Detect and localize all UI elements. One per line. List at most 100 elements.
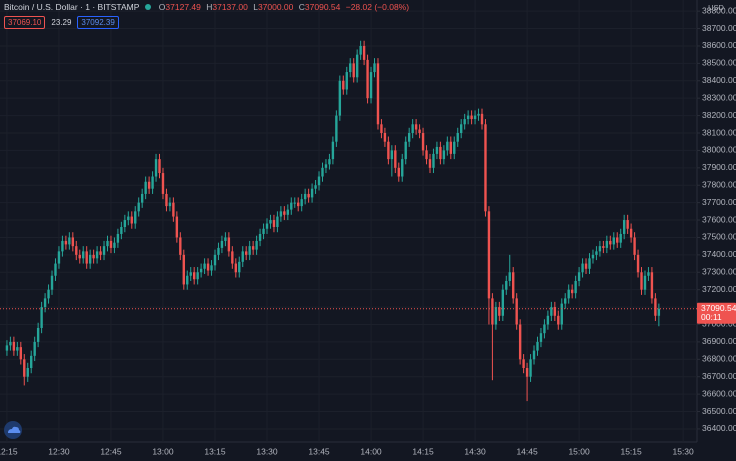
candle-body (61, 240, 64, 252)
candle-body (602, 246, 605, 248)
candle-body (137, 202, 140, 212)
candle-body (68, 237, 71, 245)
candle-body (310, 188, 314, 198)
candle-body (598, 246, 602, 252)
candle-body (376, 63, 380, 125)
candle-body (165, 193, 168, 207)
y-tick-label: 37300.00 (702, 267, 736, 277)
x-tick-label: 15:15 (620, 446, 642, 456)
last-price-label: 37090.54 (701, 303, 736, 313)
candle-body (529, 359, 532, 377)
candle-body (234, 263, 238, 273)
candle-body (456, 133, 459, 142)
candle-body (505, 280, 508, 290)
candle-body (134, 211, 137, 224)
candle-body (550, 307, 553, 316)
y-tick-label: 36400.00 (702, 423, 736, 433)
candle-body (248, 246, 251, 255)
candle-body (577, 272, 581, 281)
x-tick-label: 13:30 (256, 446, 278, 456)
candle-body (147, 181, 151, 189)
candle-body (161, 173, 165, 194)
ohlc-value: 37127.49 (165, 2, 201, 12)
candle-body (484, 124, 487, 212)
y-tick-label: 37600.00 (702, 214, 736, 224)
candle-body (154, 159, 158, 177)
candles (5, 40, 661, 402)
candle-body (300, 199, 303, 207)
y-tick-label: 38100.00 (702, 127, 736, 137)
candle-body (95, 251, 99, 259)
candle-body (609, 240, 612, 245)
candle-body (498, 307, 501, 316)
candle-body (335, 115, 338, 142)
y-tick-label: 36600.00 (702, 388, 736, 398)
spread: 23.29 (51, 18, 72, 27)
candle-body (26, 368, 29, 377)
candle-body (338, 80, 342, 116)
candle-body (643, 275, 647, 290)
candle-body (113, 242, 116, 248)
candle-body (355, 54, 359, 78)
candle-body (151, 176, 154, 189)
candle-body (293, 202, 296, 204)
candle-body (428, 159, 432, 168)
candle-body (231, 251, 234, 264)
candle-body (71, 237, 75, 247)
candle-body (536, 341, 539, 351)
candle-body (342, 80, 345, 90)
candle-body (328, 159, 331, 165)
candle-body (30, 355, 33, 369)
candle-body (626, 220, 629, 229)
y-tick-label: 36800.00 (702, 354, 736, 364)
candle-body (352, 63, 355, 78)
x-tick-label: 12:15 (0, 446, 18, 456)
candle-body (640, 272, 643, 290)
candle-body (654, 298, 657, 316)
y-tick-label: 38800.00 (702, 5, 736, 15)
candle-body (123, 220, 127, 228)
candle-body (546, 315, 550, 325)
candle-body (494, 307, 498, 325)
candle-body (127, 216, 130, 221)
candle-body (560, 303, 563, 325)
candle-body (394, 150, 397, 168)
candle-body (238, 261, 241, 273)
candle-body (307, 193, 310, 198)
candle-body (158, 159, 161, 174)
candle-body (321, 167, 324, 177)
y-tick-label: 38700.00 (702, 23, 736, 33)
candle-body (314, 185, 317, 189)
candle-body (220, 240, 224, 248)
candle-body (255, 240, 258, 250)
candle-body (331, 141, 335, 160)
buy-box[interactable]: 37092.39 (77, 16, 119, 29)
candle-body (99, 251, 102, 255)
candle-body (54, 263, 57, 276)
sell-box[interactable]: 37069.10 (4, 16, 46, 29)
y-tick-label: 37500.00 (702, 232, 736, 242)
candle-body (92, 254, 95, 259)
candle-body (369, 72, 373, 99)
x-tick-label: 13:00 (152, 446, 174, 456)
candle-body (543, 324, 546, 334)
candle-body (144, 181, 147, 194)
candle-body (574, 280, 577, 294)
candle-body (595, 251, 598, 255)
y-tick-label: 38300.00 (702, 92, 736, 102)
candle-body (453, 141, 456, 154)
candle-body (116, 233, 120, 243)
currency: USD (708, 3, 724, 12)
candle-body (473, 115, 477, 120)
candle-body (265, 223, 269, 229)
ohlc-label: L (253, 2, 258, 12)
candle-body (449, 141, 452, 154)
candle-body (19, 347, 23, 360)
candle-body (182, 254, 185, 285)
candle-body (432, 153, 435, 168)
candle-body (23, 359, 26, 377)
y-tick-label: 36700.00 (702, 371, 736, 381)
candle-body (390, 150, 394, 160)
candle-body (435, 146, 439, 154)
